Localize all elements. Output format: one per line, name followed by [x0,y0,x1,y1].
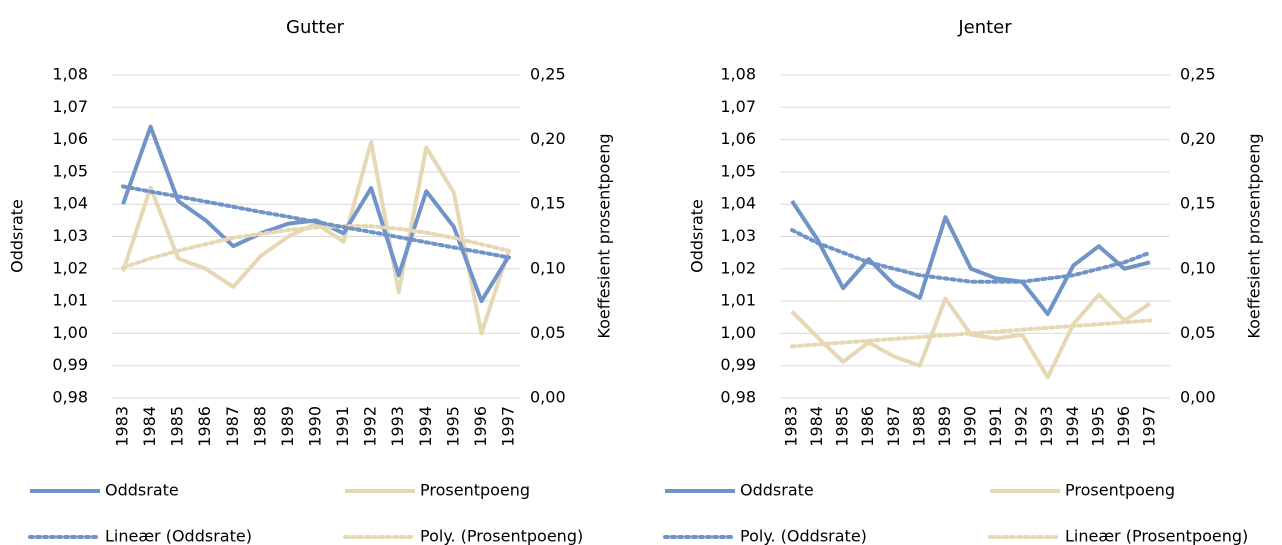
trendline [121,224,511,270]
y-tick-label: 0,98 [52,388,88,407]
x-tick-label: 1984 [807,406,826,447]
x-tick-label: 1989 [278,406,297,447]
x-tick-label: 1991 [986,406,1005,447]
legend-label: Prosentpoeng [1065,481,1175,500]
x-tick-label: 1996 [1114,406,1133,447]
trendline [121,184,511,260]
x-tick-label: 1995 [1088,406,1107,447]
y2-tick-label: 0,25 [1180,65,1216,84]
x-tick-label: 1983 [113,406,132,447]
y-axis-label: Oddsrate [8,199,27,273]
chart-title: Jenter [957,17,1012,38]
x-tick-label: 1991 [333,406,352,447]
x-tick-label: 1997 [499,406,518,447]
y-tick-label: 1,07 [720,97,756,116]
data-line [790,199,1151,317]
legend-label: Lineær (Prosentpoeng) [1065,527,1248,545]
x-tick-label: 1989 [935,406,954,447]
x-tick-label: 1990 [306,406,325,447]
y-tick-label: 0,98 [720,388,756,407]
y2-tick-label: 0,10 [530,258,566,277]
y2-tick-label: 0,15 [530,194,566,213]
y-tick-label: 1,05 [720,161,756,180]
y2-tick-label: 0,10 [1180,258,1216,277]
y-tick-label: 1,04 [52,194,88,213]
y2-tick-label: 0,20 [530,129,566,148]
x-tick-label: 1987 [223,406,242,447]
y2-tick-label: 0,20 [1180,129,1216,148]
legend-label: Poly. (Prosentpoeng) [420,527,583,545]
x-tick-label: 1985 [833,406,852,447]
y-tick-label: 1,01 [52,291,88,310]
data-line [121,124,511,304]
y-tick-label: 1,02 [720,258,756,277]
x-tick-label: 1986 [858,406,877,447]
y-tick-label: 1,00 [720,323,756,342]
x-tick-label: 1985 [168,406,187,447]
x-tick-label: 1993 [1037,406,1056,447]
x-tick-label: 1994 [1063,406,1082,447]
x-tick-label: 1987 [884,406,903,447]
x-tick-label: 1995 [443,406,462,447]
y2-axis-label: Koeffesient prosentpoeng [1245,133,1264,338]
y-tick-label: 1,06 [720,129,756,148]
x-tick-label: 1988 [250,406,269,447]
trendline [790,228,1152,284]
x-tick-label: 1983 [782,406,801,447]
x-tick-label: 1994 [416,406,435,447]
y-tick-label: 1,03 [720,226,756,245]
x-tick-label: 1996 [471,406,490,447]
legend-label: Oddsrate [740,481,814,500]
y-tick-label: 1,03 [52,226,88,245]
y2-tick-label: 0,05 [530,323,566,342]
y-tick-label: 1,08 [720,65,756,84]
y-tick-label: 0,99 [52,355,88,374]
y2-tick-label: 0,00 [530,388,566,407]
legend-label: Poly. (Oddsrate) [740,527,867,545]
trendline [790,318,1152,349]
y2-tick-label: 0,05 [1180,323,1216,342]
x-tick-label: 1993 [388,406,407,447]
legend-label: Prosentpoeng [420,481,530,500]
y-tick-label: 1,07 [52,97,88,116]
y-tick-label: 0,99 [720,355,756,374]
chart-title: Gutter [286,17,345,38]
x-tick-label: 1990 [961,406,980,447]
y-tick-label: 1,01 [720,291,756,310]
y2-tick-label: 0,00 [1180,388,1216,407]
y-tick-label: 1,06 [52,129,88,148]
x-tick-label: 1988 [909,406,928,447]
y-tick-label: 1,04 [720,194,756,213]
y2-tick-label: 0,25 [530,65,566,84]
x-tick-label: 1984 [140,406,159,447]
y-axis-label: Oddsrate [688,199,707,273]
data-line [790,292,1152,380]
y-tick-label: 1,02 [52,258,88,277]
legend-label: Oddsrate [105,481,179,500]
y2-tick-label: 0,15 [1180,194,1216,213]
x-tick-label: 1992 [1012,406,1031,447]
x-tick-label: 1997 [1140,406,1159,447]
x-tick-label: 1992 [361,406,380,447]
x-tick-label: 1986 [195,406,214,447]
y2-axis-label: Koeffesient prosentpoeng [595,133,614,338]
y-tick-label: 1,08 [52,65,88,84]
y-tick-label: 1,05 [52,161,88,180]
y-tick-label: 1,00 [52,323,88,342]
legend-label: Lineær (Oddsrate) [105,527,252,545]
